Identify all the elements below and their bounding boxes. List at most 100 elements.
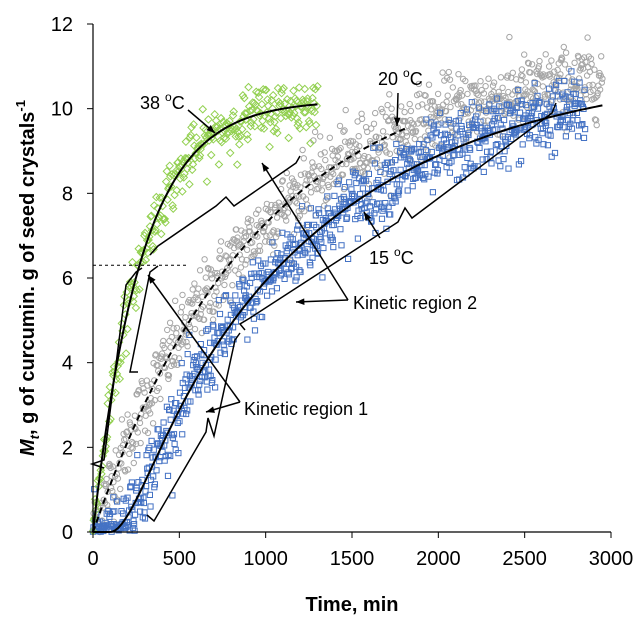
data-point: [174, 419, 181, 426]
data-point: [364, 128, 371, 136]
data-point: [165, 451, 172, 458]
data-point: [393, 140, 400, 148]
data-point: [598, 79, 605, 86]
data-point: [401, 108, 408, 116]
data-point: [152, 351, 160, 358]
data-point: [184, 407, 191, 414]
data-point: [251, 87, 261, 97]
data-point: [507, 107, 514, 115]
data-point: [350, 155, 357, 162]
data-point: [488, 160, 495, 167]
data-point: [557, 71, 564, 78]
data-point: [242, 261, 249, 268]
data-point: [202, 368, 209, 375]
data-point: [120, 495, 127, 502]
data-point: [531, 103, 538, 110]
data-point: [241, 309, 248, 316]
data-point: [525, 60, 532, 67]
data-point: [198, 104, 208, 114]
data-point: [230, 324, 237, 331]
arrow-15c-head: [364, 212, 372, 221]
data-point: [207, 299, 214, 307]
data-point: [412, 127, 420, 135]
data-point: [544, 91, 552, 99]
y-tick-label: 12: [51, 14, 73, 36]
data-point: [251, 251, 258, 258]
data-point: [509, 69, 516, 77]
data-point: [300, 84, 310, 94]
data-point: [311, 120, 321, 130]
data-point: [422, 92, 429, 99]
data-point: [166, 406, 173, 413]
data-point: [189, 120, 198, 129]
data-point: [134, 429, 142, 436]
data-point: [500, 156, 507, 163]
data-point: [268, 104, 277, 113]
data-point: [150, 446, 157, 453]
data-point: [346, 179, 353, 186]
data-point: [476, 144, 483, 152]
data-point: [406, 100, 413, 108]
data-point: [482, 107, 490, 115]
data-point: [449, 84, 456, 91]
data-point: [155, 384, 162, 392]
data-point: [215, 297, 223, 304]
y-tick-label: 0: [62, 522, 73, 544]
data-point: [202, 274, 210, 281]
data-point: [310, 235, 317, 243]
y-axis-title-var: M: [17, 438, 39, 456]
data-point: [415, 167, 422, 174]
data-point: [523, 91, 530, 98]
data-point: [382, 200, 389, 207]
data-point: [358, 115, 366, 123]
data-point: [217, 255, 224, 263]
data-point: [161, 457, 168, 464]
label-15c: 15 oC: [369, 245, 414, 268]
data-point: [578, 122, 585, 129]
data-point: [174, 410, 181, 417]
data-point: [199, 303, 207, 310]
data-point: [373, 133, 380, 140]
data-point: [284, 133, 293, 143]
data-point: [584, 34, 591, 41]
data-point: [280, 212, 288, 219]
data-point: [124, 466, 132, 473]
data-point: [561, 61, 569, 68]
data-point: [290, 94, 300, 103]
data-point: [560, 43, 567, 51]
data-point: [141, 515, 149, 522]
data-point: [588, 60, 595, 68]
data-point: [258, 85, 268, 94]
data-point: [527, 69, 534, 76]
data-point: [310, 107, 319, 117]
data-point: [330, 170, 337, 178]
data-point: [256, 108, 265, 118]
data-point: [397, 148, 404, 155]
data-point: [118, 416, 126, 423]
data-point: [224, 316, 231, 323]
data-point: [162, 166, 172, 176]
data-point: [378, 215, 386, 222]
data-point: [260, 111, 269, 121]
x-tick-label: 1000: [243, 548, 288, 570]
data-point: [415, 80, 422, 88]
data-point: [464, 90, 471, 98]
data-point: [434, 170, 441, 177]
data-point: [425, 81, 433, 88]
data-point: [151, 225, 160, 235]
data-point: [377, 168, 384, 176]
data-point: [168, 201, 177, 210]
data-point: [521, 51, 528, 58]
data-point: [340, 185, 348, 193]
data-point: [320, 244, 327, 252]
data-point: [315, 185, 322, 192]
data-point: [256, 247, 264, 255]
data-point: [403, 129, 410, 136]
data-point: [471, 163, 478, 170]
data-point: [199, 293, 206, 300]
data-point: [505, 102, 513, 109]
data-point: [189, 286, 196, 293]
data-point: [355, 133, 362, 140]
data-point: [583, 72, 591, 79]
data-point: [598, 53, 605, 60]
